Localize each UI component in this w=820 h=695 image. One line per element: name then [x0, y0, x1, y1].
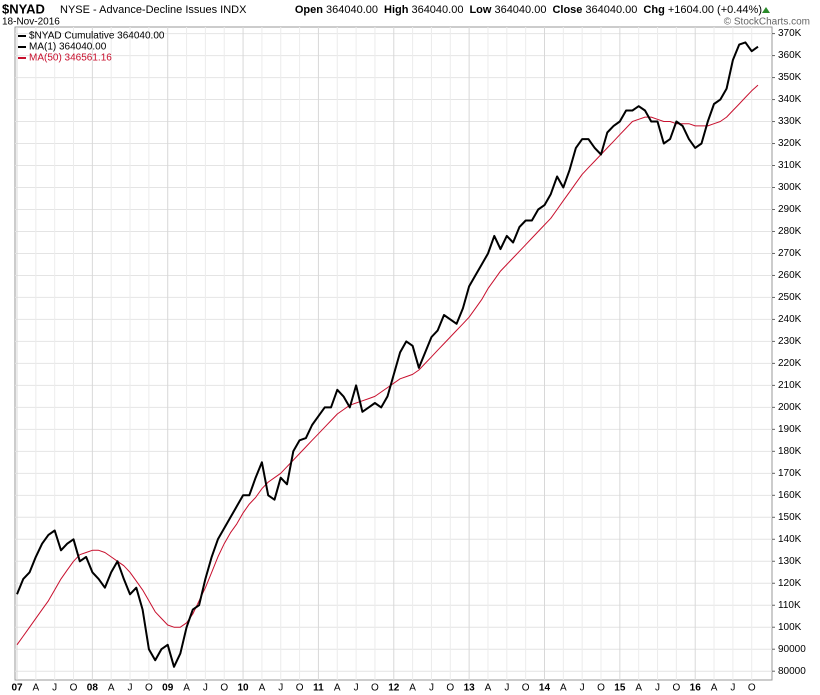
y-tick-label: 270K [778, 248, 802, 259]
stat-label: Open [295, 4, 323, 16]
stat-value: 364040.00 [585, 4, 637, 16]
y-tick-label: 170K [778, 468, 802, 479]
x-tick-label: J [278, 683, 283, 694]
date: 18-Nov-2016 [2, 17, 60, 28]
series-line [16, 84, 759, 646]
x-tick-label: J [504, 683, 509, 694]
x-tick-label: O [220, 683, 228, 694]
y-tick-label: 230K [778, 336, 802, 347]
x-tick-label: A [259, 683, 266, 694]
x-tick-label: O [597, 683, 605, 694]
credit: © StockCharts.com [724, 17, 810, 28]
y-tick-label: 110K [778, 600, 801, 611]
x-tick-label: A [108, 683, 115, 694]
x-tick-label: J [655, 683, 660, 694]
x-tick-label: A [560, 683, 567, 694]
x-tick-label: J [203, 683, 208, 694]
y-tick-label: 180K [778, 446, 802, 457]
y-tick-label: 360K [778, 50, 802, 61]
legend-entry: MA(50) 346561.16 [29, 53, 112, 64]
x-tick-label: J [128, 683, 133, 694]
y-tick-label: 320K [778, 138, 802, 149]
x-tick-label: O [748, 683, 756, 694]
y-tick-label: 290K [778, 204, 802, 215]
y-tick-label: 330K [778, 116, 802, 127]
x-tick-label: O [446, 683, 454, 694]
x-tick-label: A [711, 683, 718, 694]
stat-label: High [384, 4, 409, 16]
x-tick-label: O [672, 683, 680, 694]
x-tick-label: 10 [238, 683, 250, 694]
y-tick-label: 190K [778, 424, 802, 435]
x-tick-label: J [52, 683, 57, 694]
y-tick-label: 160K [778, 490, 802, 501]
stat-label: Chg [643, 4, 664, 16]
y-tick-label: 260K [778, 270, 802, 281]
x-tick-label: 07 [11, 683, 23, 694]
y-tick-label: 310K [778, 160, 802, 171]
x-tick-label: 13 [464, 683, 476, 694]
x-tick-label: J [429, 683, 434, 694]
x-tick-label: 08 [87, 683, 99, 694]
chart-title: $NYAD [2, 1, 45, 16]
x-tick-label: A [334, 683, 341, 694]
y-tick-label: 210K [778, 380, 802, 391]
x-tick-label: J [580, 683, 585, 694]
stat-label: Low [469, 4, 491, 16]
y-tick-label: 350K [778, 72, 802, 83]
y-tick-label: 140K [778, 534, 802, 545]
x-tick-label: 12 [388, 683, 400, 694]
y-tick-label: 250K [778, 292, 802, 303]
x-tick-label: 11 [313, 683, 324, 694]
stat-value: 364040.00 [494, 4, 546, 16]
stat-label: Close [552, 4, 582, 16]
x-tick-label: O [145, 683, 153, 694]
x-tick-label: A [33, 683, 40, 694]
y-tick-label: 150K [778, 512, 802, 523]
x-tick-label: J [354, 683, 359, 694]
y-tick-label: 340K [778, 94, 802, 105]
y-tick-label: 120K [778, 578, 802, 589]
y-tick-label: 280K [778, 226, 802, 237]
stat-value: +1604.00 (+0.44%) [668, 4, 762, 16]
x-tick-label: J [730, 683, 735, 694]
x-tick-label: A [635, 683, 642, 694]
y-tick-label: 240K [778, 314, 802, 325]
y-tick-label: 80000 [778, 666, 806, 677]
x-tick-label: O [296, 683, 304, 694]
x-tick-label: O [371, 683, 379, 694]
x-tick-label: O [522, 683, 530, 694]
x-tick-label: 14 [539, 683, 551, 694]
legend-entry: MA(1) 364040.00 [29, 42, 107, 53]
x-tick-label: 15 [614, 683, 626, 694]
x-tick-label: A [485, 683, 492, 694]
x-tick-label: A [183, 683, 190, 694]
y-tick-label: 200K [778, 402, 802, 413]
legend-entry: $NYAD Cumulative 364040.00 [29, 31, 165, 42]
y-tick-label: 370K [778, 28, 802, 39]
x-tick-label: O [70, 683, 78, 694]
stat-value: 364040.00 [411, 4, 463, 16]
x-tick-label: A [409, 683, 416, 694]
x-tick-label: 16 [690, 683, 702, 694]
x-tick-label: 09 [162, 683, 174, 694]
y-tick-label: 220K [778, 358, 802, 369]
y-tick-label: 300K [778, 182, 802, 193]
up-arrow [762, 7, 770, 13]
y-tick-label: 130K [778, 556, 802, 567]
stats: Open 364040.00 High 364040.00 Low 364040.00 Cl… [295, 4, 762, 16]
chart-subtitle: NYSE - Advance-Decline Issues INDX [60, 4, 247, 16]
series-line [16, 41, 759, 668]
y-tick-label: 100K [778, 622, 802, 633]
y-tick-label: 90000 [778, 644, 806, 655]
stat-value: 364040.00 [326, 4, 378, 16]
